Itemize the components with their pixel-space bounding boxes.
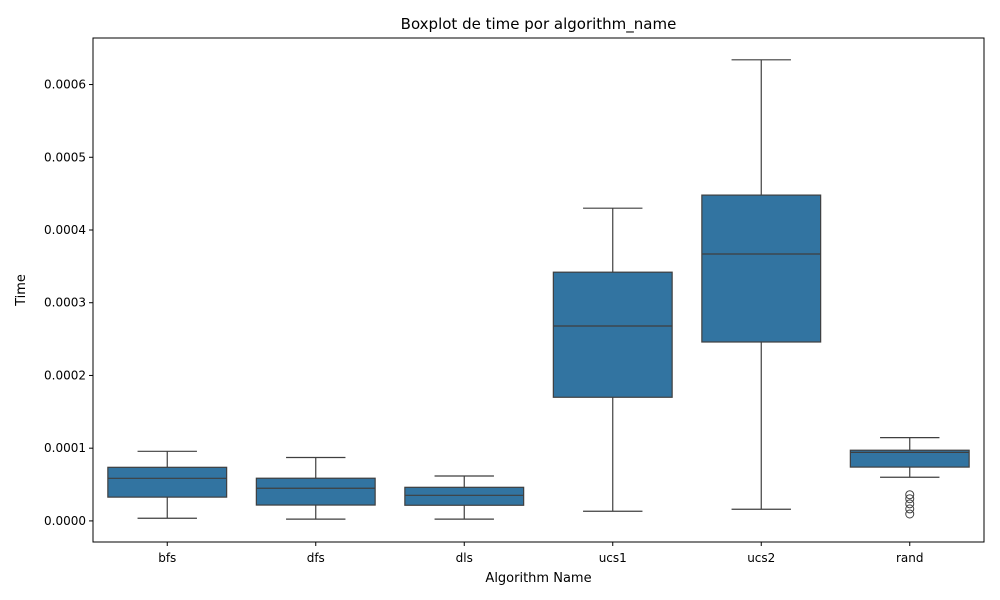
y-tick-label: 0.0001 <box>44 441 86 455</box>
y-tick-label: 0.0000 <box>44 514 86 528</box>
outlier-rand <box>905 494 915 504</box>
chart-title: Boxplot de time por algorithm_name <box>401 15 677 34</box>
y-axis-label: Time <box>14 274 29 307</box>
y-tick-label: 0.0006 <box>44 78 86 92</box>
box-bfs <box>107 466 228 498</box>
x-tick-label: dls <box>456 551 473 565</box>
plot-area: 0.0000 0.0001 0.0002 0.0003 0.0004 0.0005 0.00… <box>44 59 970 565</box>
box-ucs2 <box>701 194 822 343</box>
outlier-rand <box>905 499 915 509</box>
x-axis-label: Algorithm Name <box>485 571 591 586</box>
x-tick-label: rand <box>896 551 924 565</box>
y-tick-label: 0.0003 <box>44 296 86 310</box>
box-rand <box>849 449 970 468</box>
box-dfs <box>255 477 376 506</box>
x-tick-label: dfs <box>307 551 325 565</box>
box-ucs1 <box>552 271 673 398</box>
outlier-rand <box>905 504 915 514</box>
axes-frame <box>92 37 985 543</box>
x-tick-label: bfs <box>158 551 176 565</box>
outlier-rand <box>905 509 915 519</box>
y-tick-label: 0.0004 <box>44 223 86 237</box>
y-tick-label: 0.0005 <box>44 150 86 164</box>
x-tick-label: ucs2 <box>747 551 775 565</box>
outlier-rand <box>905 490 915 500</box>
x-tick-label: ucs1 <box>599 551 627 565</box>
y-tick-label: 0.0002 <box>44 368 86 382</box>
box-dls <box>404 486 525 506</box>
